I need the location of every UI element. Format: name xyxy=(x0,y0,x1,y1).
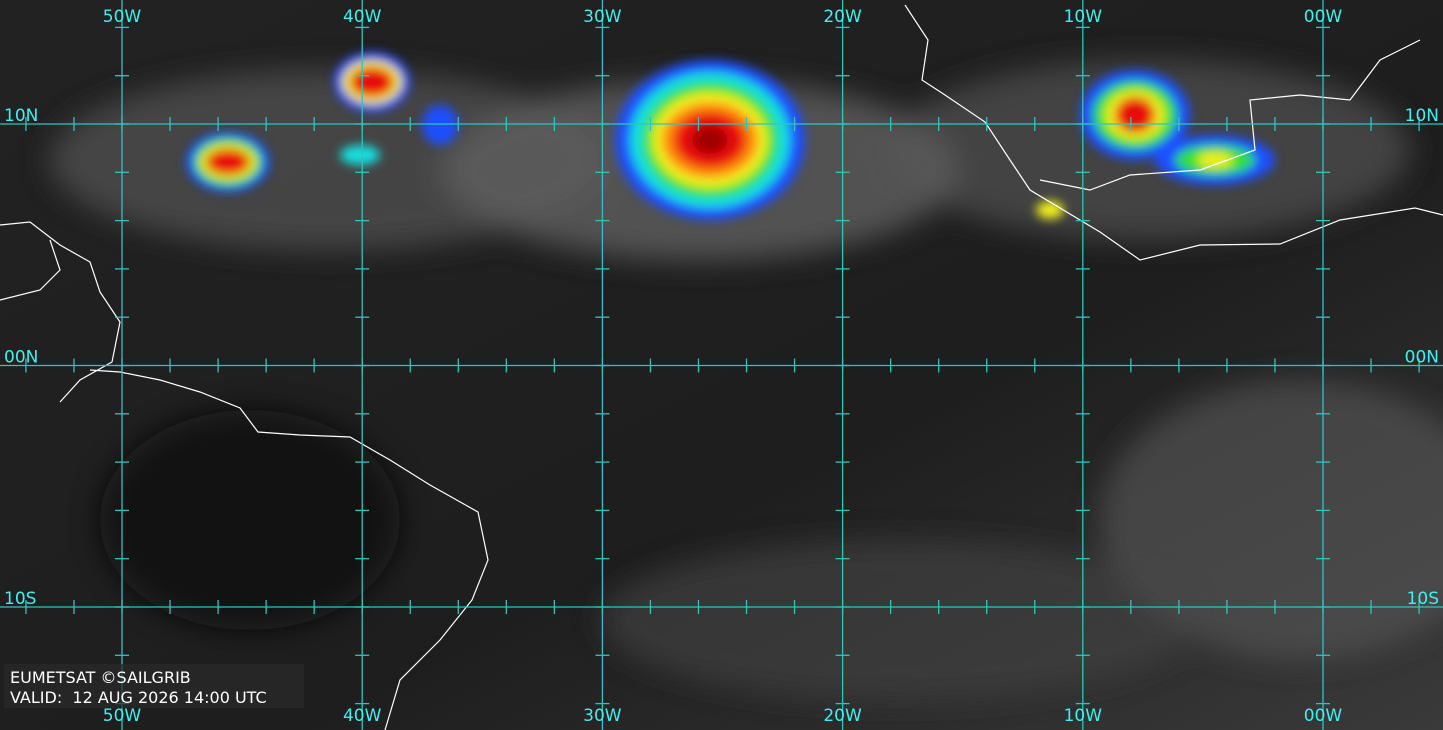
lon-label: 30W xyxy=(583,7,622,27)
lat-label: 10S xyxy=(4,589,36,609)
caption-box xyxy=(4,664,304,708)
lat-label: 10N xyxy=(1405,106,1439,126)
lon-label: 30W xyxy=(583,706,622,726)
lon-label: 40W xyxy=(343,706,382,726)
lat-label: 00N xyxy=(4,348,38,368)
lon-label: 40W xyxy=(343,7,382,27)
lon-label: 50W xyxy=(103,7,142,27)
coastlines xyxy=(0,4,1443,730)
lon-label: 20W xyxy=(823,706,862,726)
clouds xyxy=(50,60,1443,700)
valid-time: VALID: 12 AUG 2026 14:00 UTC xyxy=(10,688,267,707)
lat-label: 00N xyxy=(1405,348,1439,368)
lon-label: 00W xyxy=(1304,706,1343,726)
convective-storms xyxy=(186,52,1275,220)
credit: EUMETSAT ©SAILGRIB xyxy=(10,668,191,687)
lon-label: 10W xyxy=(1064,706,1103,726)
lon-label: 50W xyxy=(103,706,142,726)
lat-label: 10N xyxy=(4,106,38,126)
lon-label: 10W xyxy=(1064,7,1103,27)
lon-label: 20W xyxy=(823,7,862,27)
lat-label: 10S xyxy=(1407,589,1439,609)
lon-label: 00W xyxy=(1304,7,1343,27)
